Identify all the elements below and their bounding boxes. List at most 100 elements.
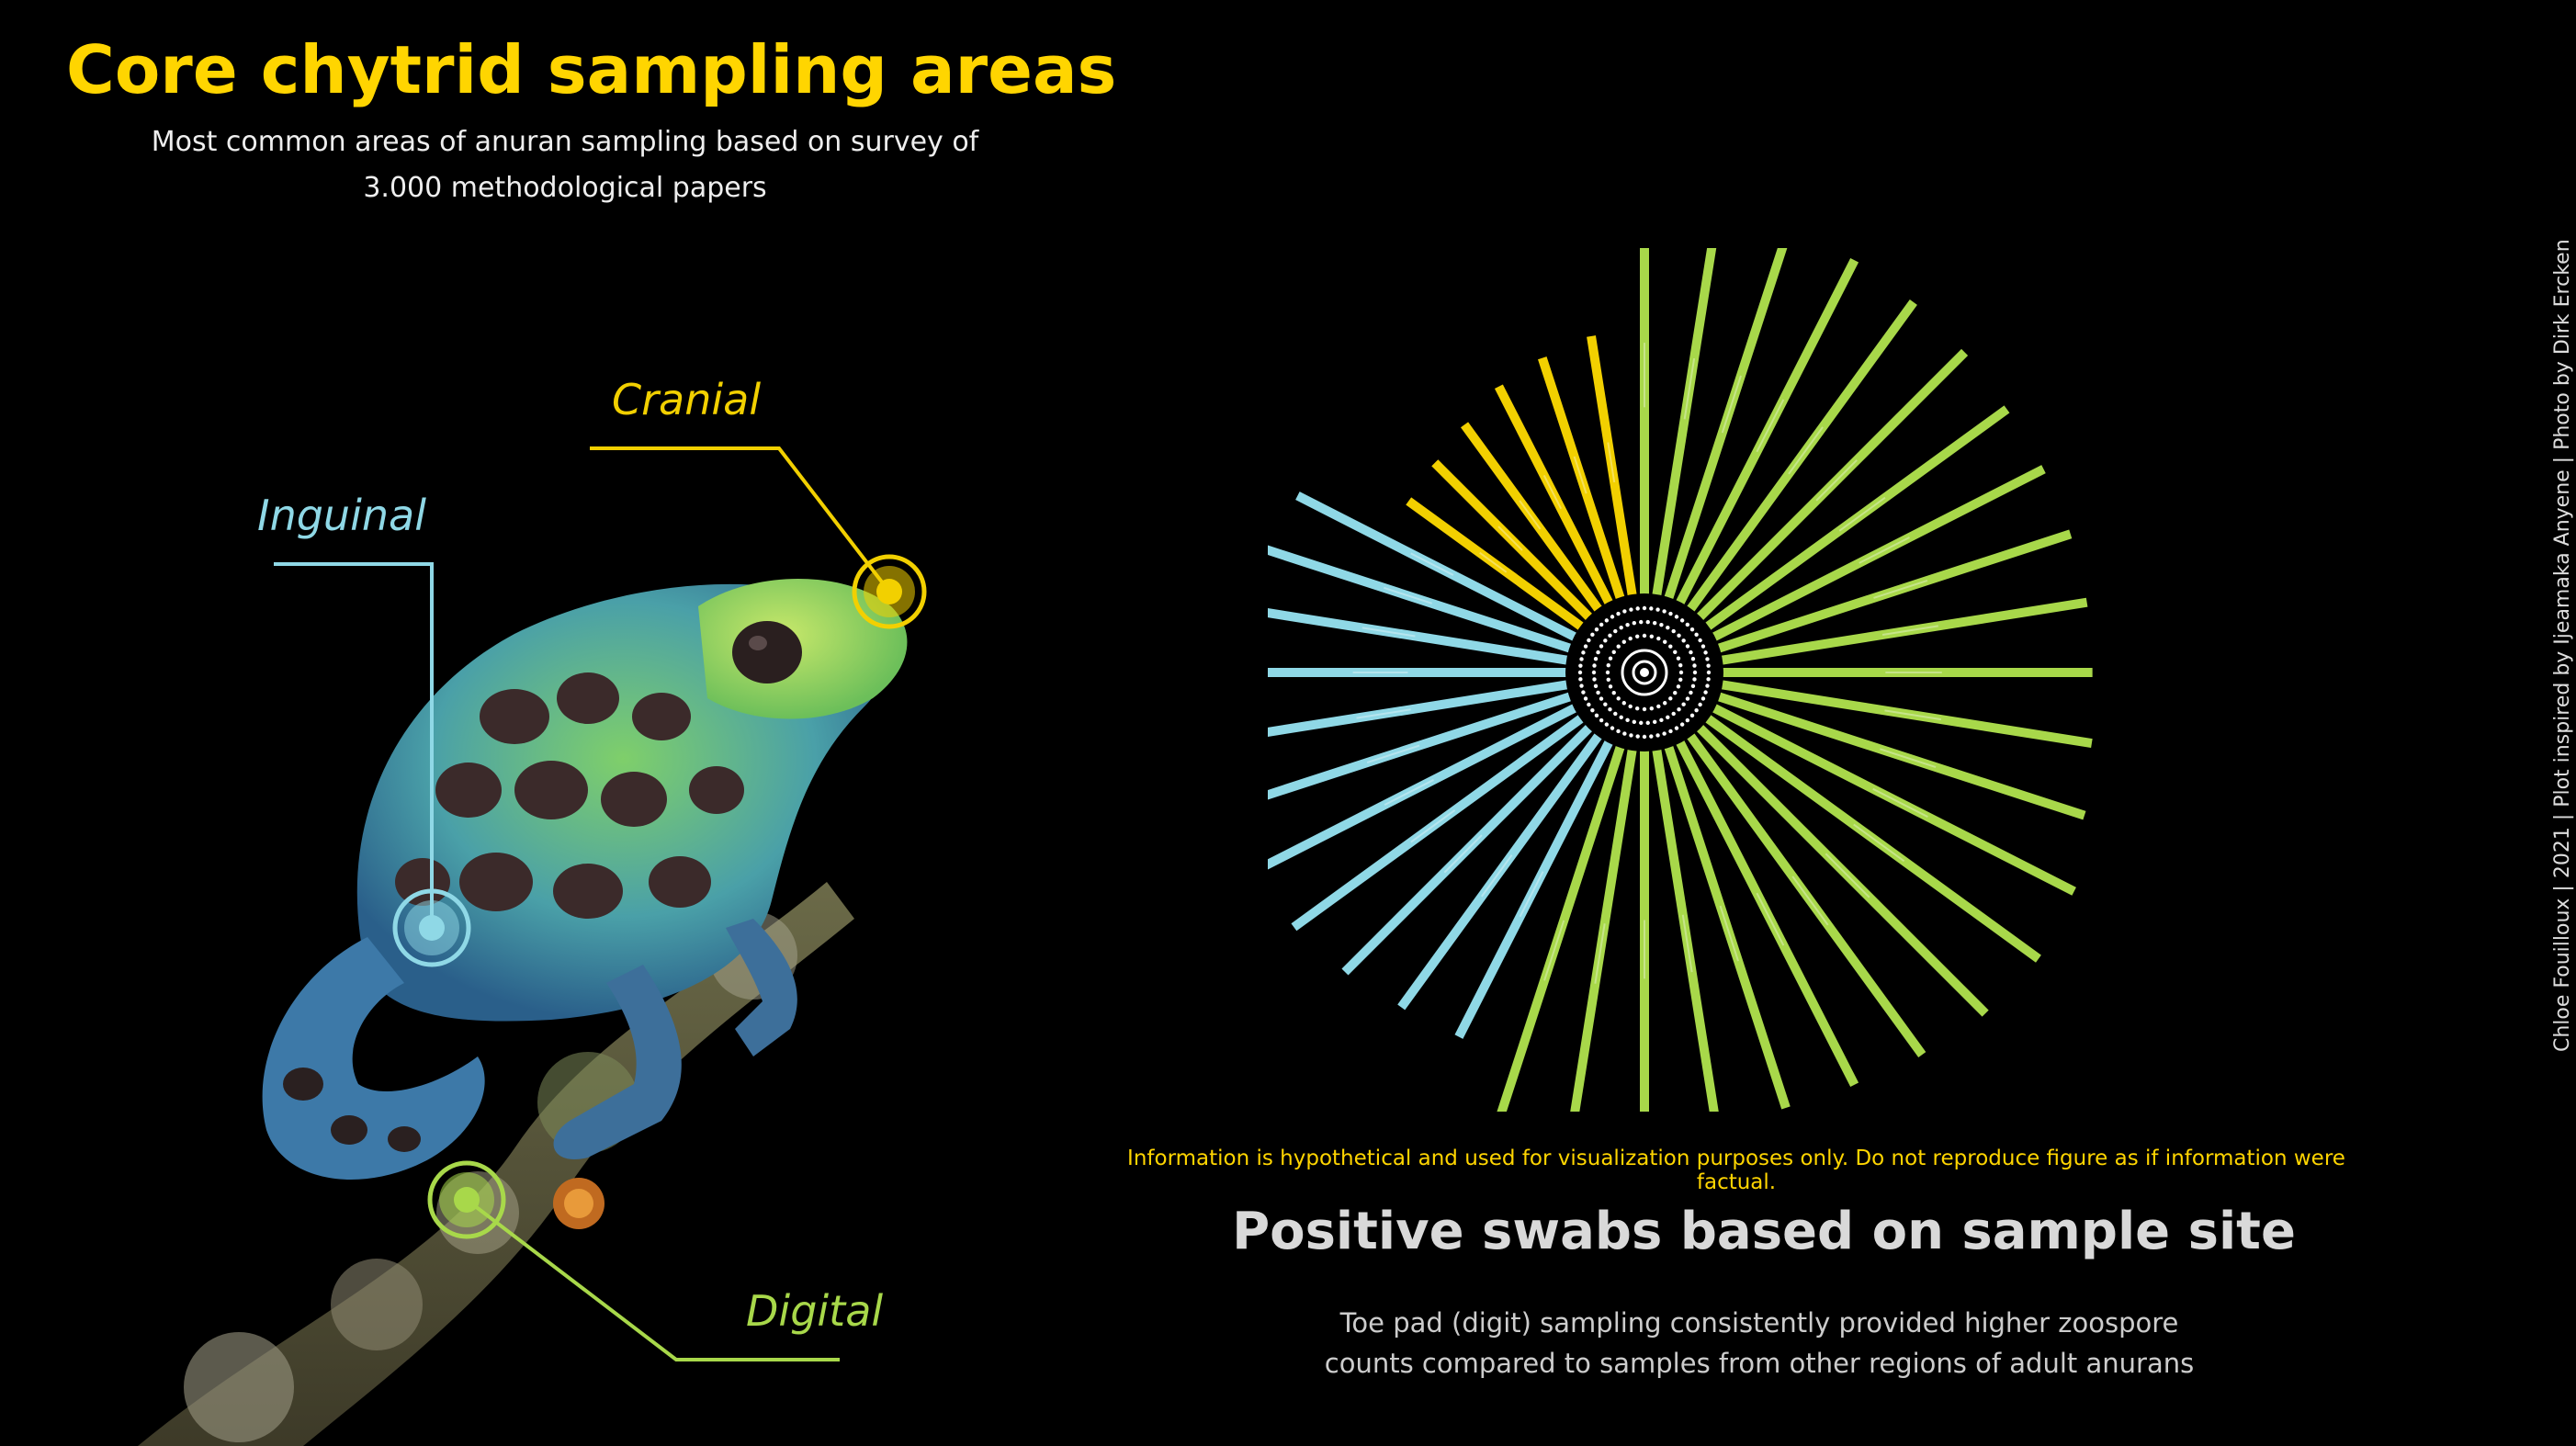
hub-dot (1678, 677, 1683, 683)
hub-dot (1674, 726, 1679, 730)
hub-dot (1596, 690, 1600, 695)
hub-dot (1592, 663, 1597, 668)
radial-bar-highlight (1573, 456, 1587, 494)
radial-bar-cranial (1494, 384, 1617, 611)
hub-dot (1611, 691, 1616, 695)
radial-bar-highlight (1607, 442, 1616, 483)
radial-bar-highlight (1361, 627, 1416, 638)
subtitle-line-1: Most common areas of anuran sampling bas… (151, 126, 979, 158)
hub-dot (1628, 636, 1633, 641)
hub-dot (1649, 734, 1654, 739)
radial-bar-highlight (1410, 809, 1456, 843)
radial-bar-highlight (1872, 787, 1928, 819)
digital-leader-line (465, 1198, 840, 1361)
radial-bar-highlight (1519, 871, 1544, 918)
radial-bar-cranial (1587, 335, 1638, 603)
inguinal-marker[interactable] (392, 888, 471, 967)
hub-dot (1578, 663, 1583, 668)
hub-dot (1634, 706, 1640, 711)
radial-bar-highlight (1384, 779, 1434, 806)
radial-bar-highlight (1543, 920, 1565, 981)
hub-dot (1590, 632, 1595, 638)
radial-bar-digital (1497, 739, 1627, 1112)
hub-dot (1583, 644, 1588, 649)
hub-dot (1599, 717, 1604, 723)
hub-dot (1608, 684, 1613, 689)
radial-bar-digital (1662, 248, 1788, 606)
hub-dot (1659, 622, 1664, 627)
hub-dot (1619, 625, 1623, 630)
radial-bar-digital (1682, 299, 1917, 617)
hub-dot (1622, 731, 1627, 736)
hub-dot (1690, 683, 1696, 689)
hub-dot (1678, 670, 1684, 675)
hub-dot (1700, 644, 1706, 649)
radial-bar-highlight (1756, 399, 1785, 453)
hub-dot (1659, 717, 1664, 723)
cranial-marker[interactable] (852, 554, 927, 629)
radial-bar-highlight (1825, 853, 1870, 898)
hub-dot (1677, 633, 1681, 638)
disclaimer-text: Information is hypothetical and used for… (1127, 1147, 2345, 1194)
hub-dot (1616, 729, 1621, 734)
hub-ring (1632, 660, 1657, 685)
radial-bar-highlight (1481, 854, 1513, 898)
radial-bar-highlight (1356, 708, 1411, 719)
hub-dot (1635, 606, 1640, 611)
radial-bar-highlight (1479, 551, 1508, 573)
radial-bar-cranial (1406, 497, 1589, 635)
hub-dot (1608, 706, 1612, 712)
page-subtitle: Most common areas of anuran sampling bas… (138, 119, 992, 211)
radial-bar-highlight (1881, 625, 1938, 636)
subtitle-line-2: 3.000 methodological papers (363, 172, 767, 204)
hub-dot (1606, 662, 1610, 668)
hub-dot (1642, 734, 1647, 740)
hub-dot (1649, 634, 1655, 638)
hub-dot (1629, 733, 1633, 738)
hub-dot (1678, 662, 1683, 668)
radial-bar-digital (1691, 719, 1989, 1017)
radial-bar-digital (1706, 700, 2076, 896)
hub-dot (1608, 656, 1613, 661)
hub-dot (1632, 719, 1637, 725)
hub-dot (1599, 696, 1604, 701)
hub-dot (1632, 620, 1637, 626)
hub-dot (1703, 650, 1708, 655)
hub-dot (1581, 650, 1586, 655)
radial-bar-cranial (1431, 459, 1598, 626)
radial-bar-inguinal (1268, 700, 1583, 870)
callouts-layer (274, 446, 927, 1361)
hub-dot (1671, 711, 1676, 717)
radial-bar-inguinal (1341, 719, 1598, 976)
hub-dot (1590, 707, 1595, 713)
hub-dot (1668, 696, 1673, 701)
hub-dot (1642, 633, 1647, 638)
radial-bar-highlight (1497, 525, 1523, 551)
hub-dot (1610, 726, 1615, 730)
hub-dot (1577, 670, 1583, 675)
hub-dot (1583, 696, 1588, 701)
hub-dot (1706, 663, 1711, 668)
hub-dot (1698, 702, 1702, 707)
radial-bar-highlight (1756, 892, 1785, 946)
radial-bar-digital (1714, 679, 2093, 749)
hub-dot (1679, 618, 1685, 623)
hub-dot (1591, 670, 1597, 675)
radial-bar-digital (1651, 248, 1717, 603)
hub-dot (1622, 609, 1627, 614)
hub-dot (1681, 702, 1686, 706)
hub-dot (1593, 683, 1599, 689)
hub-dot (1606, 677, 1610, 683)
hub-dot (1663, 639, 1667, 644)
hub-dot (1608, 633, 1612, 638)
radial-bar-highlight (1410, 552, 1454, 576)
radial-bar-highlight (1838, 496, 1886, 532)
hub-dot (1655, 733, 1660, 738)
digital-marker[interactable] (427, 1160, 506, 1239)
hub-dot (1685, 696, 1690, 701)
hub-dot (1613, 711, 1618, 717)
hub-dot (1605, 670, 1610, 675)
hub-dot (1578, 677, 1583, 682)
hub-dot (1694, 632, 1699, 638)
hub-dot (1705, 683, 1710, 688)
